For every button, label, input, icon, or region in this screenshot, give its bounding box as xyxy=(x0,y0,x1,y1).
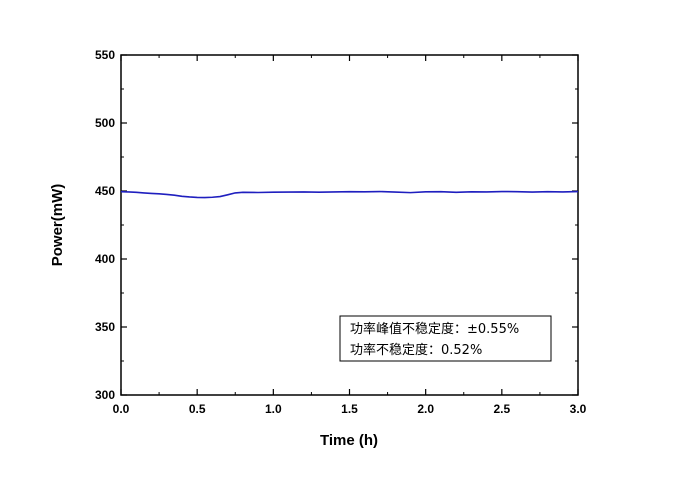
x-tick-label: 2.5 xyxy=(493,402,510,416)
y-tick-label: 450 xyxy=(95,184,115,198)
series-layer xyxy=(120,190,579,199)
x-tick-label: 1.0 xyxy=(265,402,282,416)
x-tick-label: 0.5 xyxy=(189,402,206,416)
x-axis-title: Time (h) xyxy=(320,432,378,449)
y-tick-label: 350 xyxy=(95,320,115,334)
x-tick-label: 1.5 xyxy=(341,402,358,416)
y-tick-label: 300 xyxy=(95,388,115,402)
annotation-box: 功率峰值不稳定度：±0.55% 功率不稳定度：0.52% xyxy=(339,315,552,362)
annotation-peak-instability: 功率峰值不稳定度：±0.55% xyxy=(350,321,519,337)
y-axis-title: Power(mW) xyxy=(49,184,66,267)
ticks: 0.0 0.5 1.0 1.5 2.0 2.5 3.0 300 350 400 450 500 550 xyxy=(95,48,587,416)
annotation-instability: 功率不稳定度：0.52% xyxy=(350,342,482,358)
x-tick-label: 3.0 xyxy=(570,402,587,416)
y-tick-label: 500 xyxy=(95,116,115,130)
x-tick-label: 2.0 xyxy=(417,402,434,416)
x-tick-label: 0.0 xyxy=(113,402,130,416)
y-tick-label: 550 xyxy=(95,48,115,62)
y-tick-label: 400 xyxy=(95,252,115,266)
series-line-0 xyxy=(120,190,579,199)
